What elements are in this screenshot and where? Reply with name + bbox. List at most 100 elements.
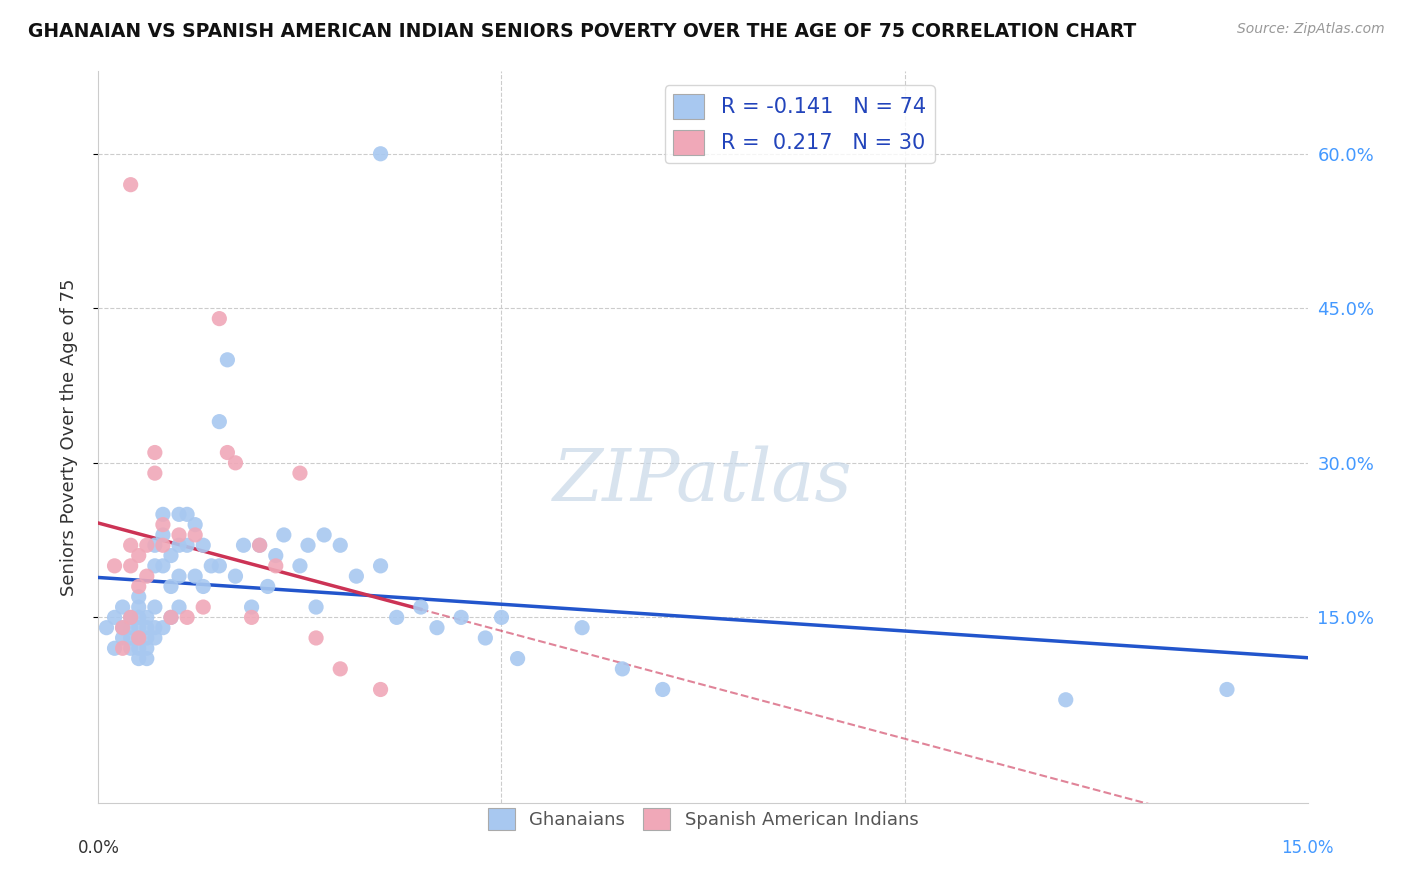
Point: [176, 610, 198, 624]
Point: [128, 549, 150, 563]
Point: [143, 600, 166, 615]
Point: [176, 538, 198, 552]
Point: [344, 569, 367, 583]
Point: [273, 528, 295, 542]
Point: [143, 466, 166, 480]
Point: [208, 311, 231, 326]
Point: [264, 549, 287, 563]
Point: [329, 538, 352, 552]
Point: [120, 610, 142, 624]
Point: [111, 621, 134, 635]
Point: [111, 621, 134, 635]
Point: [314, 528, 336, 542]
Point: [184, 528, 207, 542]
Point: [370, 682, 392, 697]
Point: [612, 662, 634, 676]
Point: [385, 610, 408, 624]
Point: [128, 631, 150, 645]
Point: [128, 579, 150, 593]
Point: [152, 517, 174, 532]
Point: [120, 631, 142, 645]
Point: [193, 579, 215, 593]
Point: [135, 641, 157, 656]
Point: [208, 415, 231, 429]
Point: [167, 569, 190, 583]
Point: [224, 456, 246, 470]
Point: [224, 569, 246, 583]
Point: [135, 621, 157, 635]
Point: [200, 558, 222, 573]
Point: [249, 538, 271, 552]
Point: [240, 600, 263, 615]
Point: [120, 558, 142, 573]
Text: 0.0%: 0.0%: [77, 838, 120, 857]
Point: [160, 579, 183, 593]
Point: [409, 600, 432, 615]
Point: [1054, 693, 1077, 707]
Point: [167, 600, 190, 615]
Point: [143, 631, 166, 645]
Point: [288, 466, 311, 480]
Point: [135, 538, 157, 552]
Point: [103, 558, 125, 573]
Point: [120, 538, 142, 552]
Point: [128, 641, 150, 656]
Point: [426, 621, 449, 635]
Point: [370, 558, 392, 573]
Point: [370, 146, 392, 161]
Point: [128, 651, 150, 665]
Point: [128, 600, 150, 615]
Point: [240, 610, 263, 624]
Text: 15.0%: 15.0%: [1281, 838, 1334, 857]
Point: [143, 621, 166, 635]
Point: [256, 579, 278, 593]
Point: [135, 569, 157, 583]
Point: [152, 621, 174, 635]
Point: [176, 508, 198, 522]
Point: [111, 600, 134, 615]
Y-axis label: Seniors Poverty Over the Age of 75: Seniors Poverty Over the Age of 75: [59, 278, 77, 596]
Point: [167, 538, 190, 552]
Point: [152, 558, 174, 573]
Text: GHANAIAN VS SPANISH AMERICAN INDIAN SENIORS POVERTY OVER THE AGE OF 75 CORRELATI: GHANAIAN VS SPANISH AMERICAN INDIAN SENI…: [28, 22, 1136, 41]
Point: [160, 610, 183, 624]
Point: [143, 558, 166, 573]
Point: [474, 631, 496, 645]
Point: [103, 641, 125, 656]
Point: [160, 610, 183, 624]
Point: [111, 631, 134, 645]
Point: [184, 517, 207, 532]
Point: [120, 178, 142, 192]
Point: [571, 621, 593, 635]
Point: [305, 600, 328, 615]
Point: [103, 610, 125, 624]
Point: [232, 538, 254, 552]
Point: [167, 528, 190, 542]
Point: [120, 621, 142, 635]
Point: [143, 445, 166, 459]
Point: [305, 631, 328, 645]
Point: [264, 558, 287, 573]
Point: [193, 538, 215, 552]
Point: [160, 549, 183, 563]
Point: [1216, 682, 1239, 697]
Text: ZIPatlas: ZIPatlas: [553, 446, 853, 516]
Point: [128, 610, 150, 624]
Point: [249, 538, 271, 552]
Legend: Ghanaians, Spanish American Indians: Ghanaians, Spanish American Indians: [481, 801, 925, 838]
Point: [120, 641, 142, 656]
Text: Source: ZipAtlas.com: Source: ZipAtlas.com: [1237, 22, 1385, 37]
Point: [120, 610, 142, 624]
Point: [135, 610, 157, 624]
Point: [135, 651, 157, 665]
Point: [450, 610, 472, 624]
Point: [217, 445, 239, 459]
Point: [96, 621, 118, 635]
Point: [217, 352, 239, 367]
Point: [152, 528, 174, 542]
Point: [208, 558, 231, 573]
Point: [167, 508, 190, 522]
Point: [491, 610, 513, 624]
Point: [128, 621, 150, 635]
Point: [143, 538, 166, 552]
